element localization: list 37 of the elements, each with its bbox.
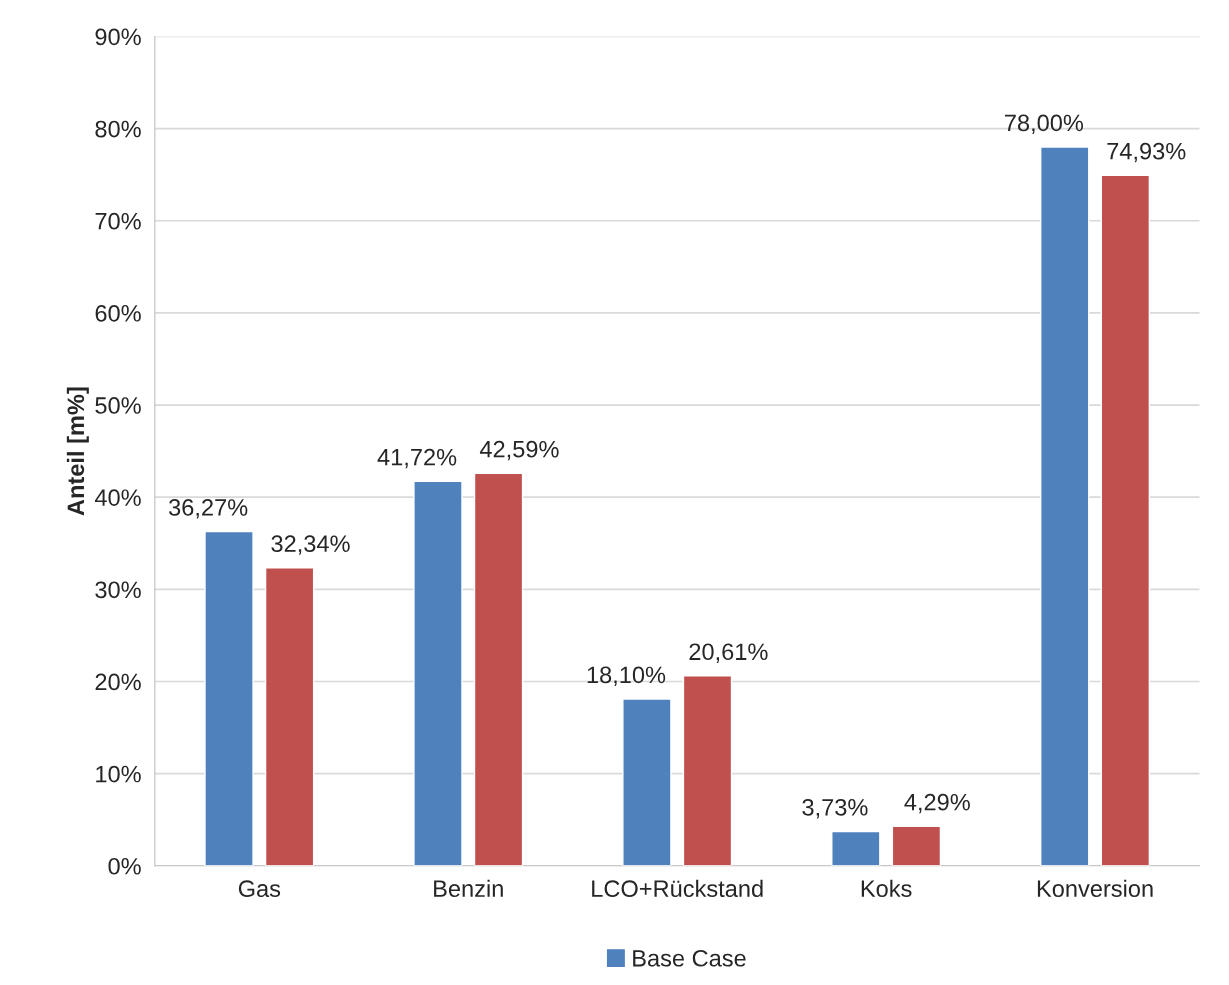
y-tick-label: 50%: [95, 397, 141, 414]
bar: [204, 530, 254, 866]
bar: [891, 825, 942, 866]
data-label: 18,10%: [587, 666, 666, 687]
data-label: 74,93%: [1107, 142, 1186, 163]
y-tick-label: 70%: [95, 212, 141, 230]
y-tick-label: 80%: [95, 120, 141, 138]
bar: [1100, 174, 1151, 866]
bar: [413, 480, 463, 866]
x-tick-label: Koks: [861, 879, 912, 898]
bar: [682, 675, 733, 866]
data-label: 20,61%: [689, 643, 768, 663]
bar: [1040, 146, 1090, 866]
data-label: 4,29%: [904, 793, 970, 814]
data-label: 41,72%: [377, 448, 457, 469]
bar: [264, 567, 315, 866]
x-tick-label: Gas: [238, 880, 281, 898]
y-tick-label: 10%: [96, 765, 141, 783]
x-tick-label: Konversion: [1037, 879, 1153, 898]
y-tick-label: 30%: [95, 581, 141, 599]
data-label: 36,27%: [168, 499, 248, 519]
y-tick-label: 90%: [95, 28, 141, 46]
data-label: 3,73%: [802, 798, 868, 819]
data-label: 42,59%: [479, 440, 559, 461]
y-tick-label: 0%: [108, 857, 141, 875]
bar: [473, 472, 524, 866]
y-axis-title: Anteil [m%]: [66, 387, 89, 516]
x-tick-label: LCO+Rückstand: [592, 879, 763, 898]
y-tick-label: 20%: [95, 673, 141, 691]
y-tick-label: 40%: [94, 489, 141, 506]
y-tick-label: 60%: [95, 304, 141, 322]
legend-label: Base Case: [633, 949, 746, 967]
data-label: 32,34%: [271, 535, 350, 555]
bar: [622, 698, 672, 866]
x-tick-label: Benzin: [434, 879, 503, 898]
data-label: 78,00%: [1005, 114, 1084, 135]
bar: [831, 830, 881, 866]
